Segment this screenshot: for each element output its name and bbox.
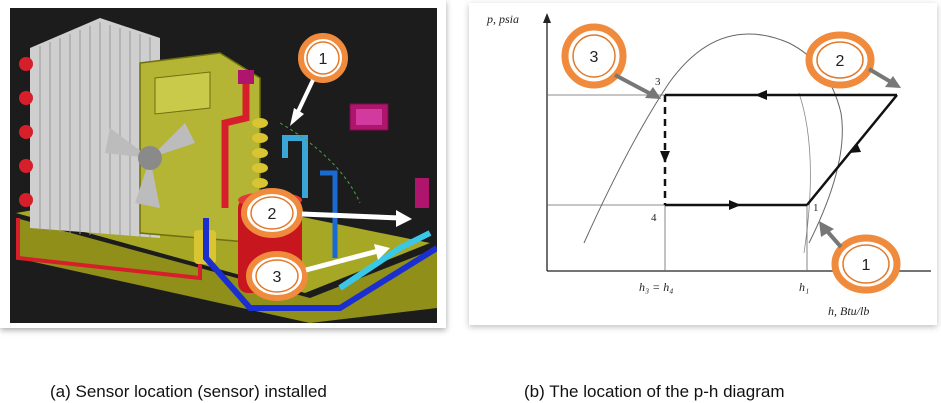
- ph-callout-2-arrow: [867, 67, 893, 84]
- ph-callout-2-number: 2: [836, 53, 845, 70]
- x-tick-h1: h₁: [799, 280, 809, 294]
- point-1-label: 1: [813, 202, 819, 214]
- caption-b: (b) The location of the p-h diagram: [524, 382, 785, 401]
- cyan-outlet: [338, 230, 432, 291]
- coil-return-bends: [19, 57, 33, 207]
- cyan-tube: [282, 135, 308, 198]
- callout-3: 3: [246, 244, 390, 301]
- fitting-top: [238, 70, 254, 84]
- callout-2-number: 2: [268, 206, 277, 223]
- x-tick-h3-h4: h₃ = h₄: [639, 280, 673, 294]
- callout-1: 1: [290, 33, 348, 126]
- panel-a-cad-render: 1 2 3: [0, 0, 446, 328]
- ph-callout-1-arrow: [825, 229, 843, 249]
- callout-1-number: 1: [319, 51, 328, 68]
- cabinet-grille: [154, 71, 211, 115]
- coiled-tube: [252, 118, 268, 188]
- x-axis-label: h, Btu/lb: [828, 304, 869, 318]
- condenser-coil: [30, 18, 160, 238]
- ph-callout-1: 1: [819, 221, 901, 294]
- ph-callout-1-number: 1: [862, 257, 871, 274]
- ph-diagram: p, psia h, Btu/lb 3 4 1 h₃ = h₄ h₁ 3: [486, 12, 931, 318]
- ph-callout-2: 2: [805, 31, 901, 89]
- base-plate: [16, 218, 437, 323]
- ac-unit-render: 1 2 3: [10, 8, 437, 323]
- callout-3-arrow: [305, 248, 379, 273]
- saturation-dome: [583, 33, 843, 244]
- ph-callout-3: 3: [561, 23, 661, 99]
- point-3-label: 3: [655, 76, 661, 88]
- y-axis-label: p, psia: [486, 12, 519, 26]
- ph-callout-3-number: 3: [590, 49, 599, 66]
- callout-2: 2: [241, 188, 412, 238]
- point-4-label: 4: [651, 212, 657, 224]
- fan-icon: [105, 123, 195, 208]
- discharge-pipe: [221, 84, 250, 208]
- callout-2-arrow: [301, 211, 401, 221]
- ph-callout-3-arrow: [614, 73, 650, 95]
- panel-b-ph-diagram: p, psia h, Btu/lb 3 4 1 h₃ = h₄ h₁ 3: [469, 3, 937, 325]
- fitting-right: [415, 178, 429, 208]
- caption-a: (a) Sensor location (sensor) installed: [50, 382, 327, 401]
- callout-3-number: 3: [273, 269, 282, 286]
- suction-line: [203, 218, 437, 311]
